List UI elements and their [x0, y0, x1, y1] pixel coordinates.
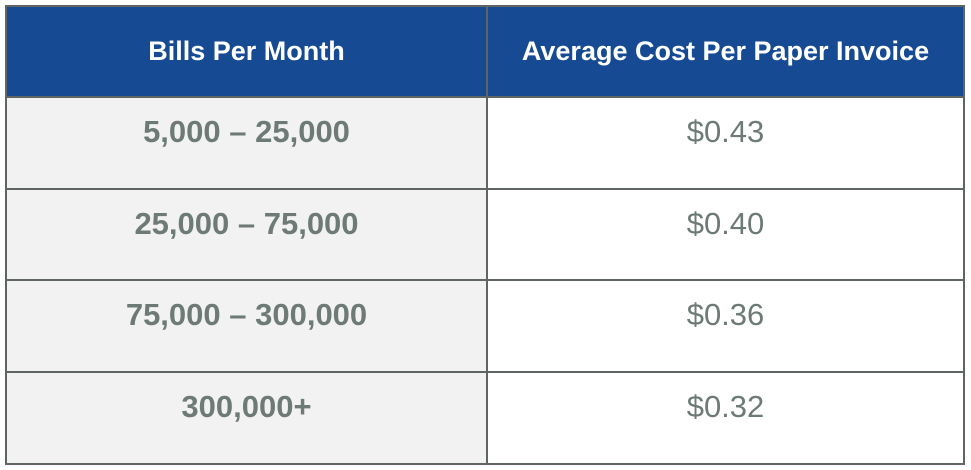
bills-range-cell: 300,000+ [7, 371, 488, 463]
cost-cell: $0.36 [487, 280, 963, 373]
bills-range-cell: 75,000 – 300,000 [7, 280, 488, 373]
table-row: 25,000 – 75,000 $0.40 [7, 188, 963, 281]
header-bills-per-month: Bills Per Month [7, 7, 488, 98]
table-row: 75,000 – 300,000 $0.36 [7, 280, 963, 373]
cost-cell: $0.32 [487, 371, 963, 463]
cost-table: Bills Per Month Average Cost Per Paper I… [5, 5, 965, 465]
pricing-table: Bills Per Month Average Cost Per Paper I… [7, 7, 963, 463]
bills-range-cell: 5,000 – 25,000 [7, 97, 488, 190]
header-average-cost: Average Cost Per Paper Invoice [487, 7, 963, 98]
table-row: 300,000+ $0.32 [7, 371, 963, 463]
table-header-row: Bills Per Month Average Cost Per Paper I… [7, 7, 963, 98]
cost-cell: $0.40 [487, 188, 963, 281]
cost-cell: $0.43 [487, 97, 963, 190]
table-row: 5,000 – 25,000 $0.43 [7, 97, 963, 190]
bills-range-cell: 25,000 – 75,000 [7, 188, 488, 281]
